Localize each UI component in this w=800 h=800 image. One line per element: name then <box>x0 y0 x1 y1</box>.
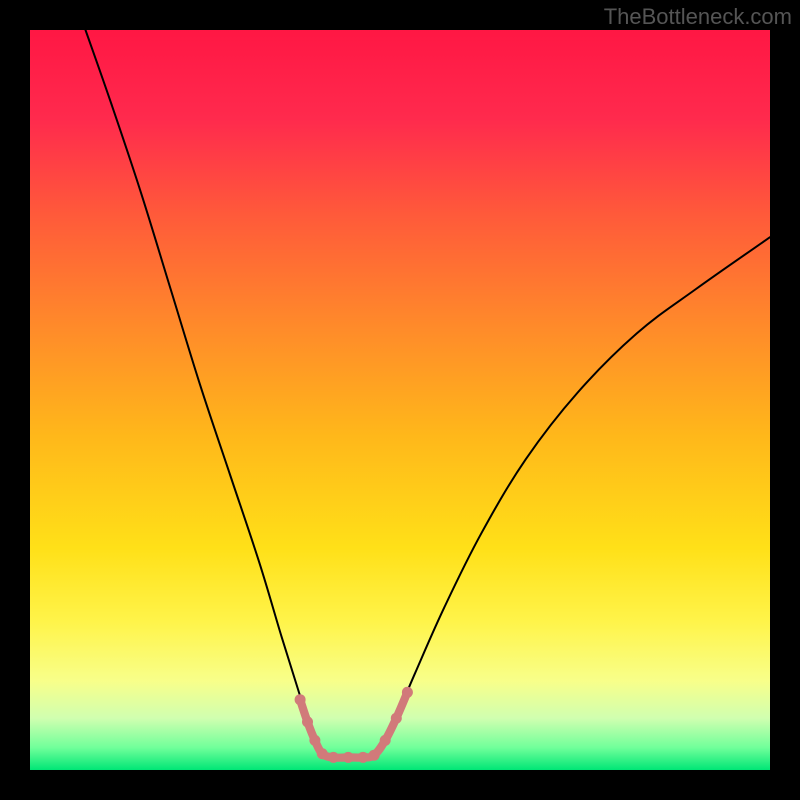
right-curve <box>378 237 770 755</box>
watermark-text: TheBottleneck.com <box>604 4 792 30</box>
chart-curves <box>30 30 770 770</box>
left-curve <box>86 30 323 755</box>
plot-area <box>30 30 770 770</box>
bottleneck-connector <box>300 692 407 757</box>
